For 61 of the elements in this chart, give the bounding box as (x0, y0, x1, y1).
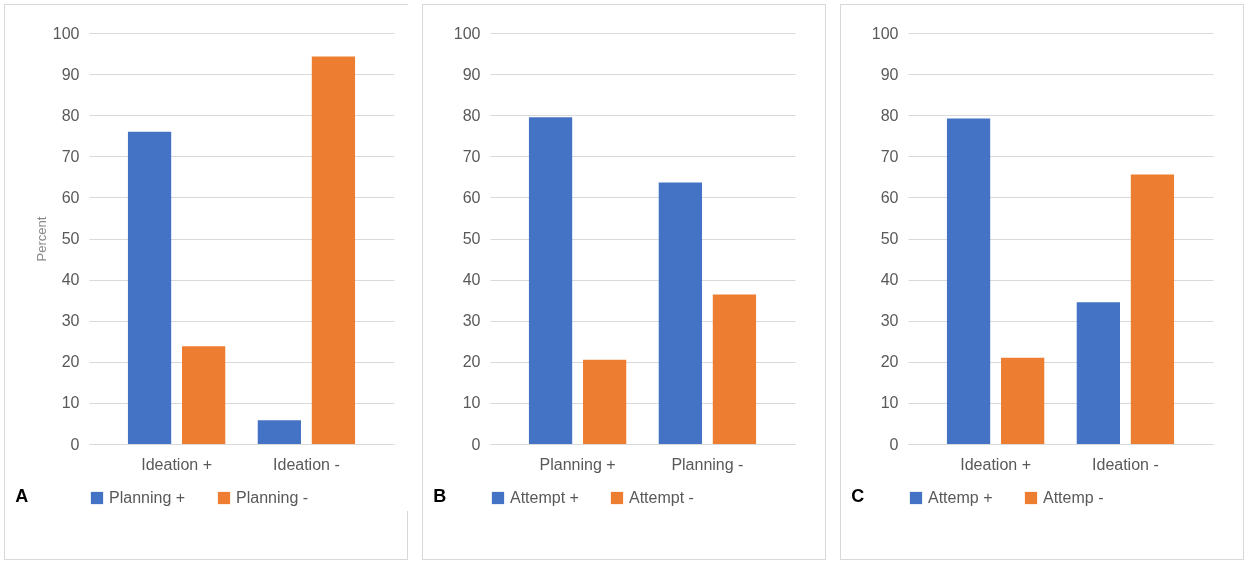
x-tick-label: Ideation - (273, 455, 340, 473)
y-tick-label: 90 (462, 65, 481, 83)
y-tick-label: 0 (70, 435, 80, 453)
y-tick-label: 40 (61, 271, 80, 289)
y-tick-label: 0 (471, 435, 481, 453)
y-tick-label: 30 (462, 312, 481, 330)
y-tick-label: 50 (880, 230, 899, 247)
y-tick-label: 30 (61, 312, 80, 330)
legend-label: Attemp + (928, 489, 993, 506)
text: C (851, 486, 865, 506)
y-tick-label: 90 (61, 65, 80, 83)
bar (127, 131, 172, 444)
y-tick-label: 100 (453, 24, 481, 42)
y-tick-label: 10 (61, 394, 80, 412)
y-tick-label: 90 (880, 65, 899, 83)
x-tick-label: Ideation + (960, 455, 1031, 473)
y-tick-label: 60 (462, 188, 481, 206)
y-tick-label: 80 (880, 106, 899, 124)
x-tick-label: Ideation - (1092, 455, 1159, 473)
y-tick-label: 10 (462, 394, 481, 412)
bar (1076, 302, 1120, 444)
legend-label: Attempt - (629, 489, 694, 506)
y-tick-label: 50 (462, 230, 481, 247)
bar (1001, 357, 1045, 444)
x-tick-label: Planning - (671, 455, 744, 473)
y-tick-label: 0 (889, 435, 899, 453)
y-tick-label: 100 (52, 24, 80, 42)
bar (528, 117, 573, 444)
y-tick-label: 50 (61, 230, 80, 247)
bar (658, 182, 702, 444)
y-tick-label: 20 (880, 353, 899, 371)
legend-label: Attempt + (510, 489, 579, 506)
legend-label: Planning - (236, 489, 309, 506)
x-tick-label: Ideation + (141, 455, 212, 473)
bar (712, 294, 757, 444)
y-tick-label: 70 (61, 147, 80, 165)
legend-label: Planning + (109, 489, 186, 506)
bar (583, 359, 627, 444)
y-tick-label: 10 (880, 394, 899, 412)
y-tick-label: 100 (871, 24, 899, 42)
y-tick-label: 70 (880, 147, 899, 165)
y-tick-label: 40 (462, 271, 481, 289)
bar (311, 56, 356, 444)
y-tick-label: 20 (462, 353, 481, 371)
y-tick-label: 60 (880, 188, 899, 206)
y-tick-label: 40 (880, 271, 899, 289)
text: A (15, 486, 29, 506)
y-axis-title: Percent (33, 216, 49, 262)
bar (1130, 174, 1175, 444)
bar (257, 420, 301, 444)
y-tick-label: 20 (61, 353, 80, 371)
y-tick-label: 80 (462, 106, 481, 124)
y-tick-label: 80 (61, 106, 80, 124)
bar (946, 118, 991, 444)
y-tick-label: 30 (880, 312, 899, 330)
text: B (433, 486, 447, 506)
bar (182, 346, 226, 444)
y-tick-label: 60 (61, 188, 80, 206)
x-tick-label: Planning + (539, 455, 616, 473)
y-tick-label: 70 (462, 147, 481, 165)
legend-label: Attemp - (1043, 489, 1104, 506)
